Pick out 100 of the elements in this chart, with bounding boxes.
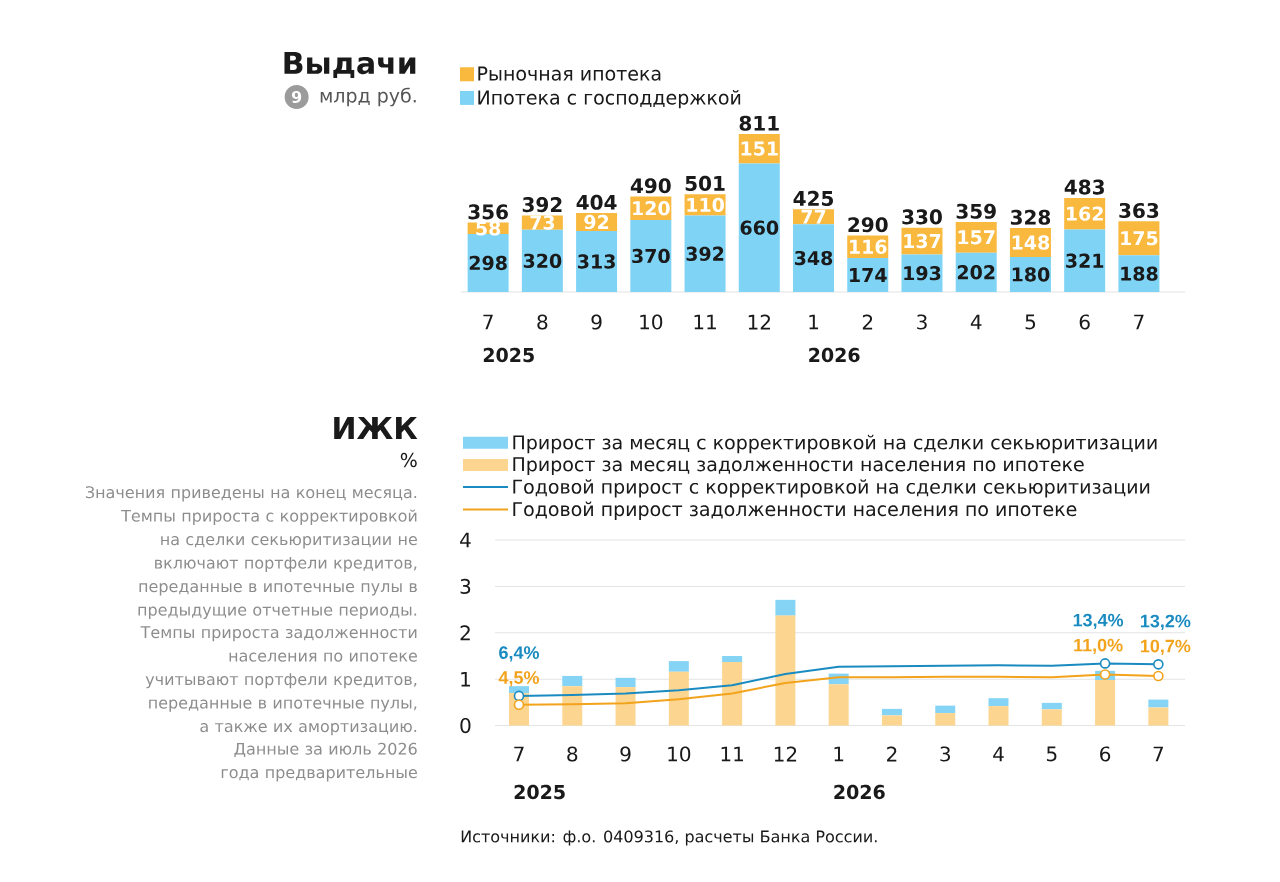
data-label: 157 bbox=[958, 230, 995, 245]
x-tick-label: 3 bbox=[940, 746, 950, 762]
point bbox=[1153, 670, 1164, 682]
text: 9 bbox=[291, 90, 302, 104]
data-label: 193 bbox=[904, 266, 941, 281]
bar bbox=[775, 599, 796, 616]
data-label: 13,4% bbox=[1073, 613, 1124, 630]
text: 2025 bbox=[483, 347, 534, 363]
point bbox=[513, 690, 525, 702]
total-label: 404 bbox=[576, 194, 617, 210]
y-tick-label: 0 bbox=[460, 718, 471, 734]
data-label: 180 bbox=[1012, 267, 1050, 282]
data-label: 370 bbox=[632, 248, 670, 264]
y-tick-label: 1 bbox=[461, 671, 470, 687]
x-tick-label: 10 bbox=[640, 314, 663, 330]
bar bbox=[988, 706, 1009, 726]
bar bbox=[1041, 702, 1062, 710]
data-label: 148 bbox=[1012, 235, 1050, 250]
legend-label: Ипотека с господдержкой bbox=[478, 89, 741, 109]
text: 2025 bbox=[514, 784, 565, 800]
y-tick-label: 3 bbox=[460, 578, 471, 594]
bar bbox=[881, 708, 902, 716]
total-label: 811 bbox=[739, 115, 779, 131]
x-tick-label: 1 bbox=[834, 746, 844, 762]
x-tick-label: 7 bbox=[514, 746, 524, 762]
total-label: 501 bbox=[685, 175, 725, 191]
data-label: 320 bbox=[523, 253, 562, 268]
data-label: 110 bbox=[687, 197, 724, 213]
legend-label: Прирост за месяц задолженности населения по ипотеке bbox=[513, 457, 1084, 476]
data-label: 162 bbox=[1066, 206, 1103, 221]
bar bbox=[881, 715, 902, 726]
bar bbox=[988, 698, 1009, 707]
x-tick-label: 4 bbox=[970, 314, 982, 330]
data-label: 321 bbox=[1066, 253, 1104, 268]
legend-label: Годовой прирост задолженности населения по ипотеке bbox=[513, 501, 1077, 520]
bar bbox=[935, 705, 956, 714]
data-label: 188 bbox=[1121, 266, 1158, 281]
data-label: 137 bbox=[904, 233, 941, 249]
bar bbox=[508, 686, 529, 694]
x-tick-label: 7 bbox=[483, 314, 493, 330]
bar bbox=[1095, 680, 1116, 726]
point bbox=[1099, 658, 1111, 669]
total-label: 425 bbox=[793, 190, 833, 206]
x-tick-label: 6 bbox=[1079, 314, 1090, 330]
x-tick-label: 7 bbox=[1134, 314, 1144, 330]
x-tick-label: 2 bbox=[887, 746, 897, 762]
bar bbox=[576, 231, 618, 292]
y-tick-label: 4 bbox=[460, 532, 471, 548]
x-tick-label: 11 bbox=[721, 746, 743, 762]
bar bbox=[684, 215, 726, 292]
x-tick-label: 3 bbox=[917, 314, 927, 330]
text: 2026 bbox=[834, 784, 885, 800]
legend-label: Рыночная ипотека bbox=[478, 66, 661, 81]
data-label: 11,0% bbox=[1074, 638, 1123, 655]
bar bbox=[1064, 229, 1106, 292]
chart-title: Выдачи bbox=[284, 51, 416, 78]
x-tick-label: 1 bbox=[809, 314, 819, 330]
x-tick-label: 10 bbox=[668, 746, 691, 762]
data-label: 13,2% bbox=[1140, 614, 1191, 631]
total-label: 490 bbox=[630, 178, 671, 194]
total-label: 328 bbox=[1010, 209, 1051, 225]
bar bbox=[775, 615, 796, 726]
point bbox=[1153, 659, 1164, 670]
data-label: 175 bbox=[1121, 231, 1158, 246]
bar bbox=[793, 224, 835, 292]
chart-title: ИЖК bbox=[334, 417, 418, 439]
x-tick-label: 12 bbox=[748, 314, 771, 330]
x-tick-label: 2 bbox=[862, 314, 873, 330]
bar bbox=[722, 655, 743, 663]
text: Данные за июль 2026 года предварительные bbox=[221, 742, 417, 782]
text: Значения приведены на конец месяца. Темпы прироста с корректировкой на сделки секьюритизации не включают портфели кредитов, переданные в ипотечные пулы в предыдущие отчетные периоды. bbox=[85, 486, 417, 619]
chart-subtitle: % bbox=[400, 452, 417, 468]
x-tick-label: 7 bbox=[1153, 746, 1164, 762]
bar bbox=[668, 671, 689, 726]
chart-subtitle: млрд руб. bbox=[320, 87, 416, 107]
bar bbox=[562, 686, 583, 726]
data-label: 348 bbox=[794, 250, 833, 266]
total-label: 356 bbox=[468, 204, 508, 220]
x-tick-label: 9 bbox=[591, 314, 602, 330]
point bbox=[1099, 669, 1111, 680]
data-label: 120 bbox=[633, 201, 670, 216]
total-label: 363 bbox=[1119, 202, 1159, 219]
x-tick-label: 8 bbox=[567, 746, 578, 762]
legend-label: Годовой прирост с корректировкой на сделки секьюритизации bbox=[513, 479, 1150, 498]
bar bbox=[615, 677, 636, 688]
data-label: 77 bbox=[801, 209, 826, 224]
text: Темпы прироста задолженности населения по ипотеке учитывают портфели кредитов, переданные в ипотечные пулы, а также их амортизацию. bbox=[140, 626, 417, 736]
bar bbox=[828, 684, 849, 726]
x-tick-label: 12 bbox=[774, 746, 797, 762]
bar bbox=[562, 675, 583, 687]
x-tick-label: 8 bbox=[537, 314, 548, 330]
total-label: 483 bbox=[1064, 179, 1104, 195]
text: 2026 bbox=[809, 347, 860, 363]
data-label: 298 bbox=[469, 255, 507, 271]
data-label: 73 bbox=[530, 215, 555, 230]
data-label: 174 bbox=[850, 268, 887, 282]
total-label: 392 bbox=[522, 197, 562, 213]
text: Источники: ф.о. 0409316, расчеты Банка России. bbox=[461, 830, 877, 846]
bar bbox=[1041, 709, 1062, 726]
x-tick-label: 4 bbox=[993, 746, 1004, 762]
